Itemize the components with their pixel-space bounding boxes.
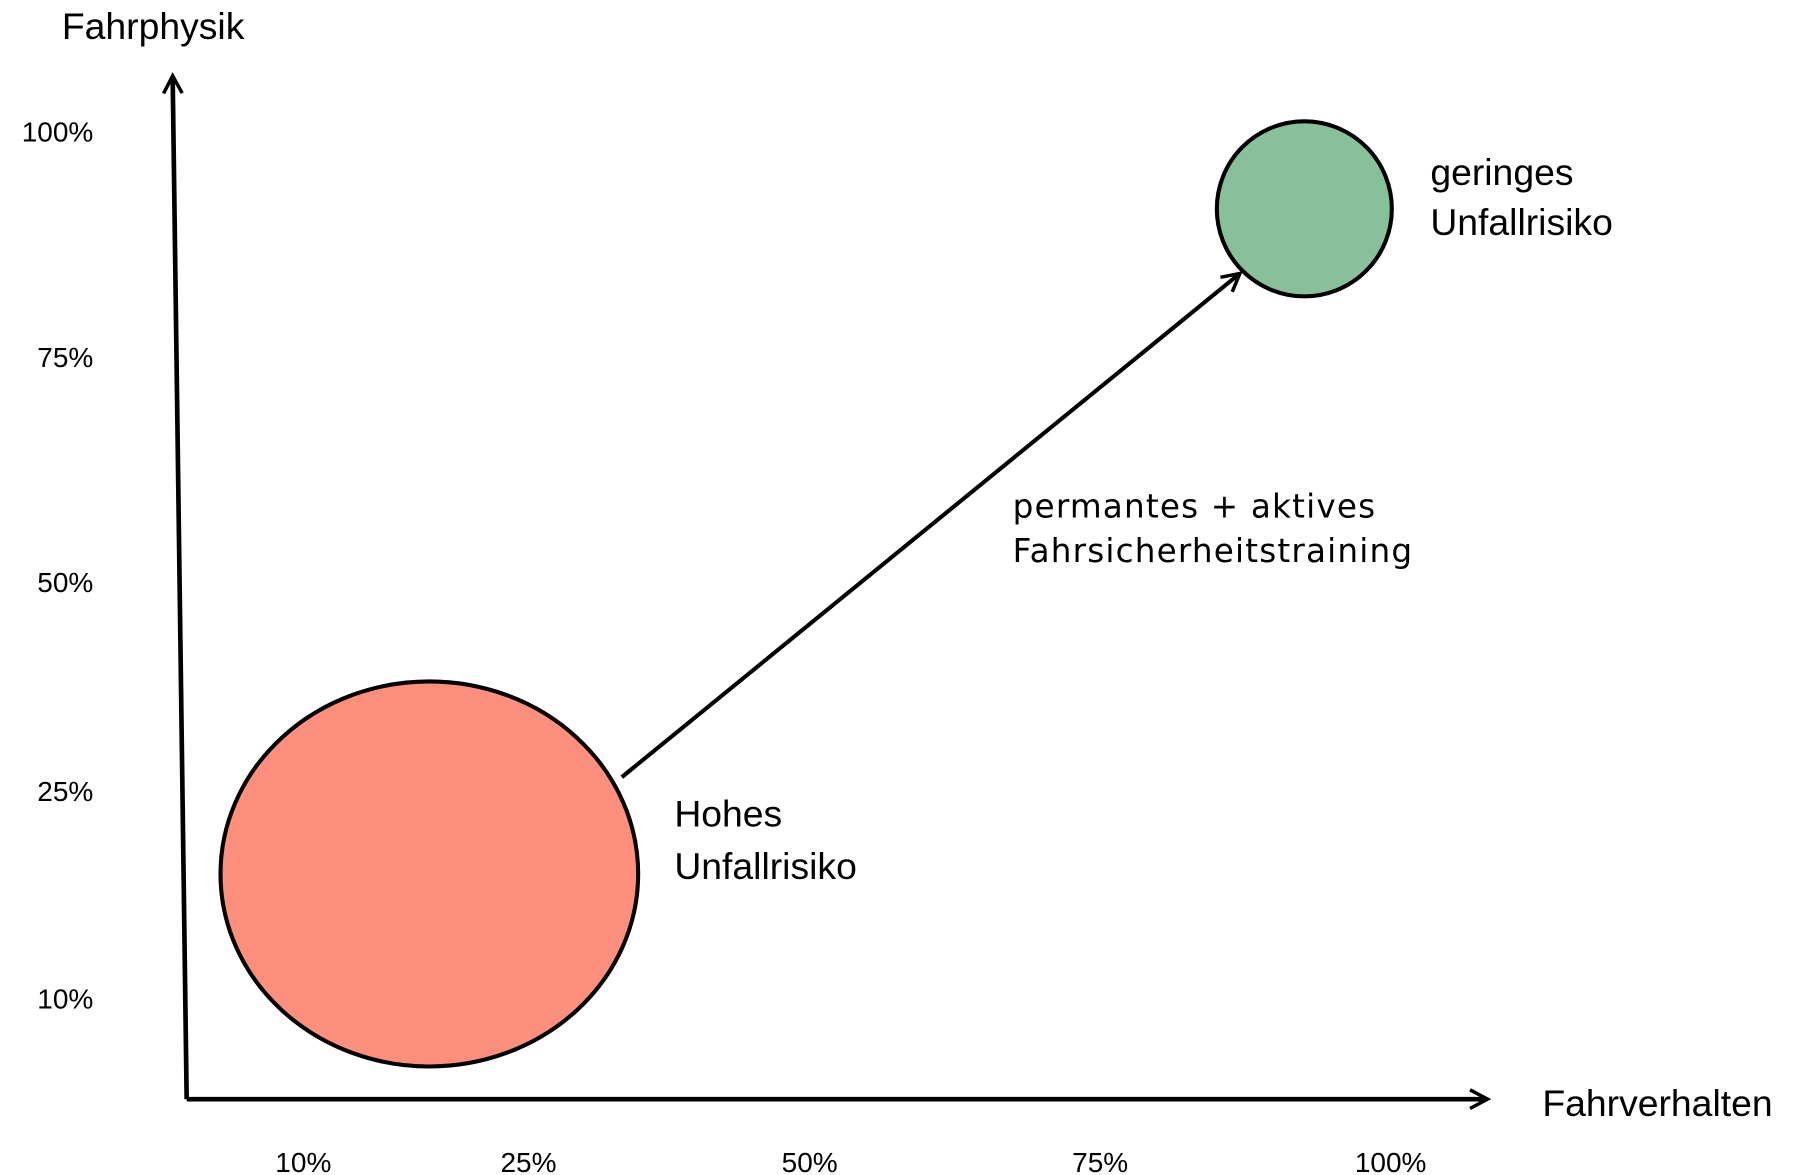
low-risk-bubble <box>1214 119 1394 299</box>
arrow-label: Fahrsicherheitstraining <box>1013 532 1414 570</box>
x-tick-label: 50% <box>782 1147 838 1175</box>
x-tick-label: 10% <box>275 1147 331 1175</box>
node-label: Hohes <box>674 793 782 835</box>
x-tick-label: 75% <box>1072 1147 1128 1175</box>
y-ticks: 100% 75% 50% 25% 10% <box>22 117 94 1015</box>
y-tick-label: 50% <box>37 567 93 598</box>
node-label: Unfallrisiko <box>674 845 857 887</box>
x-axis-label: Fahrverhalten <box>1542 1082 1772 1124</box>
y-axis-label: Fahrphysik <box>62 5 245 47</box>
node-label: Unfallrisiko <box>1430 201 1613 243</box>
high-risk-bubble <box>218 679 641 1069</box>
y-tick-label: 75% <box>37 342 93 373</box>
progress-arrow <box>620 274 1239 779</box>
y-tick-label: 10% <box>37 984 93 1015</box>
y-tick-label: 25% <box>37 776 93 807</box>
x-tick-label: 100% <box>1355 1147 1427 1175</box>
arrow-label: permantes + aktives <box>1013 488 1377 526</box>
x-tick-label: 25% <box>500 1147 556 1175</box>
x-ticks: 10% 25% 50% 75% 100% <box>275 1147 1426 1175</box>
y-axis <box>173 77 189 1100</box>
node-label: geringes <box>1430 151 1573 193</box>
y-tick-label: 100% <box>22 117 94 148</box>
